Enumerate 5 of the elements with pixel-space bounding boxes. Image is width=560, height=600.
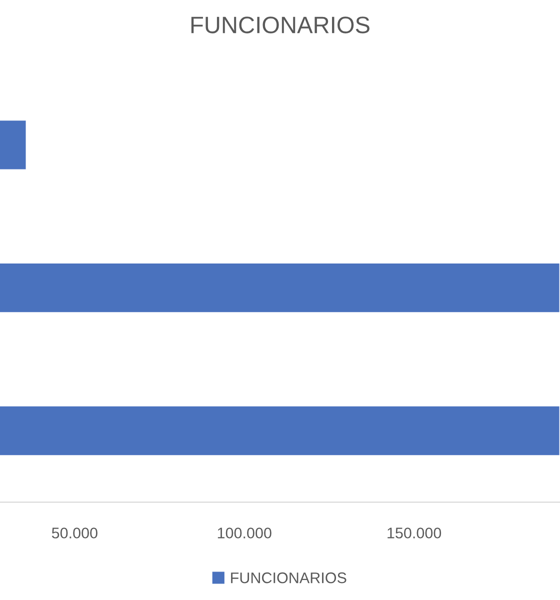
- x-tick-label: 100.000: [218, 528, 272, 538]
- x-tick-label: 150.000: [388, 528, 442, 538]
- chart-title: FUNCIONARIOS: [191, 16, 370, 34]
- x-tick-label: 50.000: [52, 528, 98, 538]
- legend-label: FUNCIONARIOS: [231, 572, 346, 584]
